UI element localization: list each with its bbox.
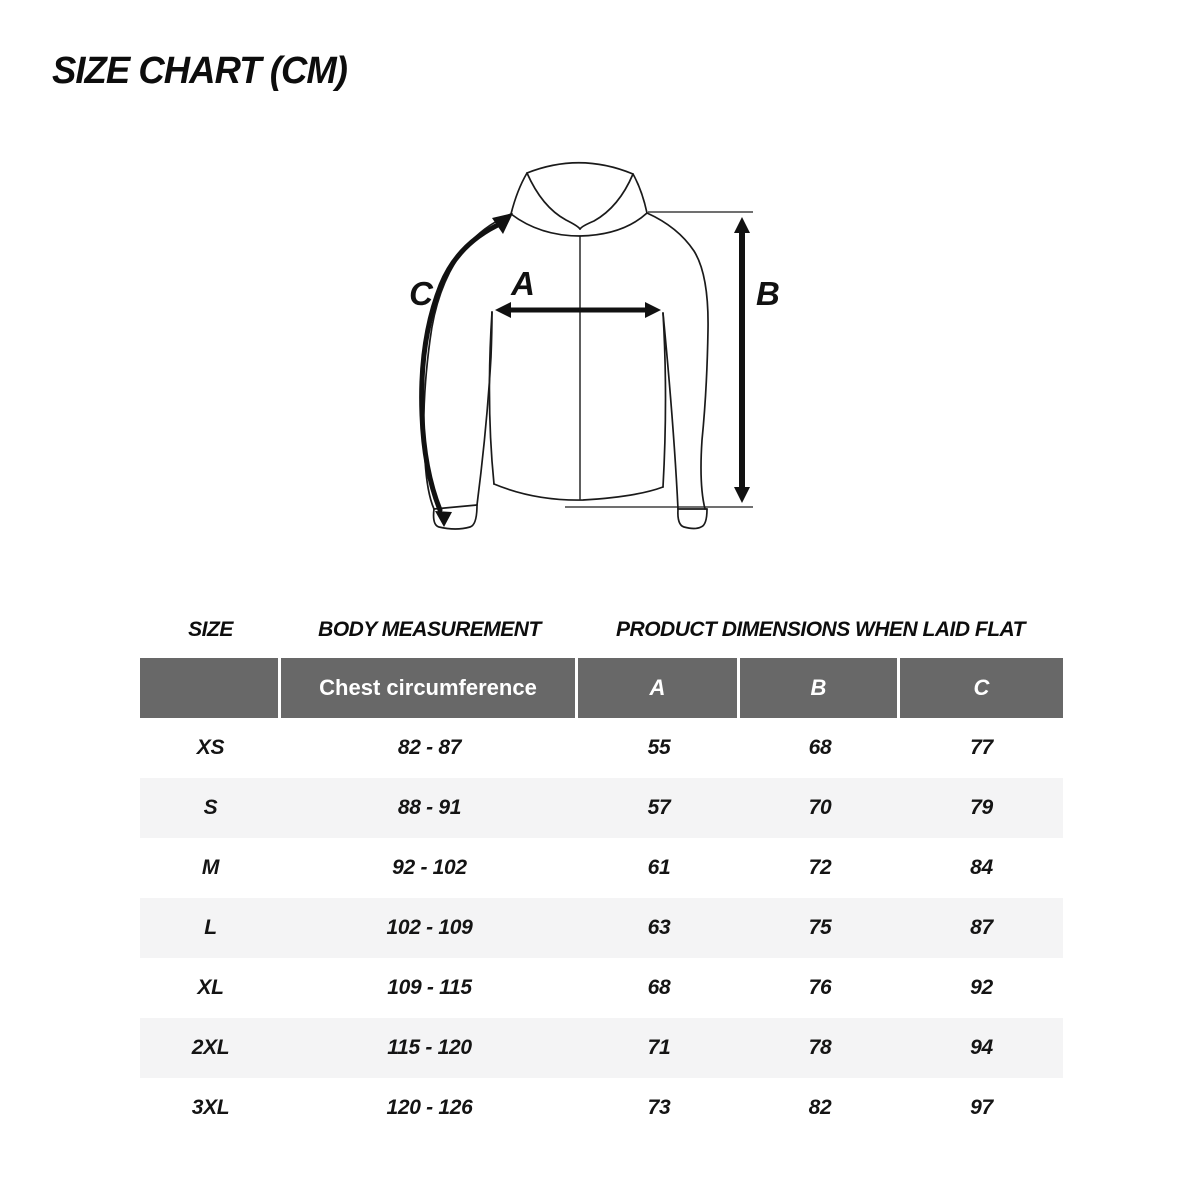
table-row-l: L 102 - 109 63 75 87 xyxy=(140,898,1063,958)
table-row-m: M 92 - 102 61 72 84 xyxy=(140,838,1063,898)
measure-a-arrow xyxy=(495,302,661,318)
page-title: SIZE CHART (CM) xyxy=(52,50,348,92)
jacket-diagram: A B C xyxy=(390,135,830,565)
value-cell-a: 61 xyxy=(647,856,671,879)
value-cell-c: 92 xyxy=(970,976,993,999)
size-cell: L xyxy=(204,916,217,939)
value-cell-chest: 82 - 87 xyxy=(397,736,462,759)
header-cell-b: B xyxy=(740,658,900,718)
size-cell: S xyxy=(203,796,218,819)
header-cell-c: C xyxy=(900,658,1063,718)
header-cell-a: A xyxy=(578,658,740,718)
value-cell-chest: 115 - 120 xyxy=(387,1036,472,1059)
value-cell-chest: 92 - 102 xyxy=(392,856,467,879)
value-cell-chest: 102 - 109 xyxy=(386,916,473,939)
jacket-measurement-illustration: A B C xyxy=(409,161,780,530)
value-cell-a: 73 xyxy=(647,1096,671,1119)
value-cell-chest: 120 - 126 xyxy=(386,1096,473,1119)
measure-a-label: A xyxy=(510,265,535,302)
value-cell-c: 94 xyxy=(970,1036,993,1059)
measure-c-label: C xyxy=(409,275,434,312)
value-cell-chest: 109 - 115 xyxy=(387,976,472,999)
table-row-s: S 88 - 91 57 70 79 xyxy=(140,778,1063,838)
header-cell-chest: Chest circumference xyxy=(281,658,578,718)
table-group-headers: SIZE BODY MEASUREMENT PRODUCT DIMENSIONS… xyxy=(140,612,1063,648)
jacket-outline xyxy=(422,161,709,530)
table-body: XS 82 - 87 55 68 77 S 88 - 91 57 70 79 M 92 - 102 61… xyxy=(140,718,1063,1138)
value-cell-b: 70 xyxy=(808,796,832,819)
b-extension-lines xyxy=(565,211,753,508)
value-cell-b: 82 xyxy=(808,1096,832,1119)
table-row-2xl: 2XL 115 - 120 71 78 94 xyxy=(140,1018,1063,1078)
size-cell: XS xyxy=(196,736,225,759)
size-table: Chest circumference A B C XS 82 - 87 55 68 7… xyxy=(140,658,1063,1138)
value-cell-b: 72 xyxy=(808,856,832,879)
value-cell-a: 63 xyxy=(647,916,671,939)
value-cell-c: 97 xyxy=(970,1096,993,1119)
header-cell-size-empty xyxy=(140,658,281,718)
value-cell-b: 78 xyxy=(808,1036,832,1059)
size-cell: 2XL xyxy=(191,1036,230,1059)
value-cell-a: 71 xyxy=(647,1036,671,1059)
value-cell-c: 77 xyxy=(970,736,993,759)
value-cell-c: 84 xyxy=(970,856,993,879)
value-cell-c: 87 xyxy=(970,916,993,939)
size-cell: XL xyxy=(197,976,224,999)
group-header-product-dimensions: PRODUCT DIMENSIONS WHEN LAID FLAT xyxy=(616,618,1025,641)
table-header-row: Chest circumference A B C xyxy=(140,658,1063,718)
value-cell-a: 68 xyxy=(647,976,671,999)
table-row-xs: XS 82 - 87 55 68 77 xyxy=(140,718,1063,778)
value-cell-b: 76 xyxy=(808,976,832,999)
value-cell-chest: 88 - 91 xyxy=(397,796,462,819)
group-header-size: SIZE xyxy=(188,618,233,641)
size-cell: M xyxy=(201,856,220,879)
measure-b-label: B xyxy=(756,275,780,312)
size-cell: 3XL xyxy=(191,1096,230,1119)
table-row-3xl: 3XL 120 - 126 73 82 97 xyxy=(140,1078,1063,1138)
measure-c-arrow xyxy=(419,213,513,527)
value-cell-a: 55 xyxy=(647,736,671,759)
value-cell-b: 68 xyxy=(808,736,832,759)
value-cell-b: 75 xyxy=(808,916,832,939)
table-row-xl: XL 109 - 115 68 76 92 xyxy=(140,958,1063,1018)
measure-b-arrow xyxy=(734,217,750,503)
value-cell-a: 57 xyxy=(647,796,671,819)
value-cell-c: 79 xyxy=(970,796,993,819)
group-header-body-measurement: BODY MEASUREMENT xyxy=(318,618,541,641)
